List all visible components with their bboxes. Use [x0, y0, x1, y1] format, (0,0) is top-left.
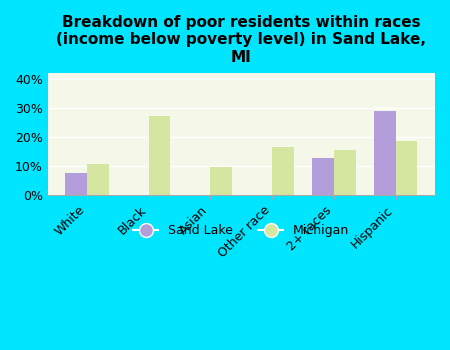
Title: Breakdown of poor residents within races
(income below poverty level) in Sand La: Breakdown of poor residents within races…	[56, 15, 426, 65]
Bar	[65, 173, 87, 195]
Bar	[396, 141, 418, 195]
Bar	[272, 147, 294, 195]
Legend: Sand Lake, Michigan: Sand Lake, Michigan	[128, 219, 355, 242]
Bar	[211, 167, 232, 195]
Bar	[87, 164, 108, 195]
Bar	[334, 150, 356, 195]
Bar	[148, 117, 171, 195]
Bar	[312, 159, 334, 195]
Bar	[374, 111, 396, 195]
